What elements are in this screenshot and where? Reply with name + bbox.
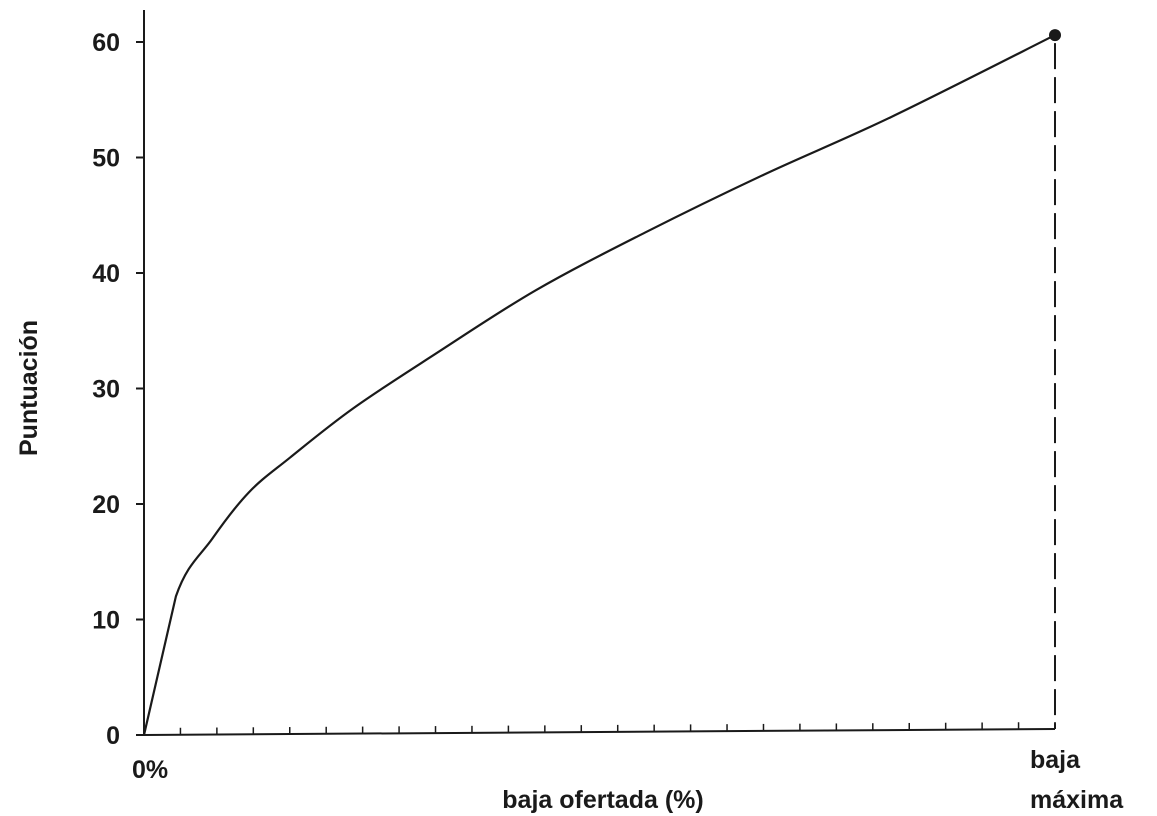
- axes: [143, 10, 1056, 736]
- y-axis-title: Puntuación: [15, 320, 43, 456]
- x-end-label-line2: máxima: [1030, 786, 1124, 814]
- y-tick-label: 60: [92, 29, 120, 57]
- y-tick-label: 0: [106, 722, 120, 750]
- y-tick-label: 10: [92, 607, 120, 635]
- x-ticks: [179, 722, 1056, 735]
- x-start-label: 0%: [132, 756, 168, 784]
- y-ticks: 0 10 20 30 40 50 60: [92, 29, 144, 750]
- x-end-label-line1: baja: [1030, 746, 1081, 774]
- y-tick-label: 50: [92, 145, 120, 173]
- score-curve: [142, 34, 1056, 736]
- x-axis-line: [143, 728, 1056, 736]
- max-point-marker: [1049, 29, 1061, 42]
- y-tick-label: 20: [92, 491, 120, 519]
- y-tick-label: 30: [92, 376, 120, 404]
- y-tick-label: 40: [92, 260, 120, 288]
- x-axis-title: baja ofertada (%): [502, 786, 703, 814]
